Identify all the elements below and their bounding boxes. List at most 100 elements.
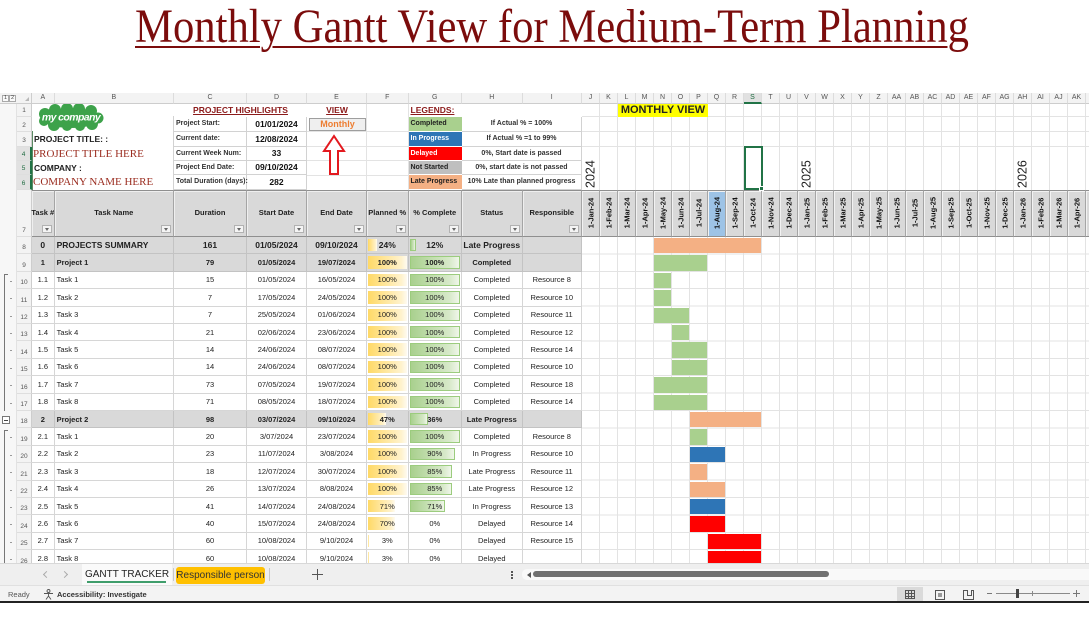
gantt-bar-late[interactable] (690, 481, 725, 497)
planned-cell[interactable]: 3% (367, 532, 409, 551)
complete-cell[interactable]: 100% (408, 324, 462, 342)
planned-cell[interactable]: 47% (367, 411, 409, 429)
column-header-o[interactable]: O (672, 93, 690, 104)
responsible-cell[interactable] (522, 411, 582, 429)
end-cell[interactable]: 30/07/2024 (307, 463, 367, 481)
column-header-p[interactable]: P (690, 93, 708, 104)
task-no-cell[interactable]: 1 (32, 254, 55, 272)
accessibility-status[interactable]: Accessibility: Investigate (57, 589, 147, 599)
row-header-24[interactable]: 24 (17, 515, 32, 533)
responsible-cell[interactable]: Resource 8 (522, 271, 582, 290)
planned-cell[interactable]: 100% (367, 445, 409, 464)
row-header-26[interactable]: 26 (17, 550, 32, 563)
column-header-ai[interactable]: AI (1032, 93, 1050, 104)
gantt-bar-late[interactable] (654, 238, 761, 254)
page-break-preview-button[interactable] (955, 587, 981, 602)
complete-cell[interactable]: 85% (408, 463, 462, 481)
gantt-bar-completed[interactable] (690, 429, 707, 445)
view-selector[interactable]: Monthly (309, 117, 366, 131)
gantt-bar-delayed[interactable] (708, 533, 761, 550)
highlight-value-project-start[interactable]: 01/01/2024 (247, 116, 307, 132)
planned-cell[interactable]: 100% (367, 341, 409, 359)
column-header-ad[interactable]: AD (942, 93, 960, 104)
task-no-cell[interactable]: 2.3 (32, 463, 55, 481)
status-cell[interactable]: Completed (462, 271, 523, 290)
end-cell[interactable]: 08/07/2024 (307, 341, 367, 359)
column-header-ae[interactable]: AE (960, 93, 978, 104)
company-value[interactable]: COMPANY NAME HERE (33, 176, 154, 189)
complete-cell[interactable]: 90% (408, 445, 462, 464)
duration-cell[interactable]: 71 (174, 393, 247, 411)
filter-dropdown-button[interactable] (395, 225, 406, 233)
planned-cell[interactable]: 100% (367, 393, 409, 411)
status-cell[interactable]: Delayed (462, 550, 523, 563)
status-cell[interactable]: Completed (462, 289, 523, 307)
planned-cell[interactable]: 3% (367, 550, 409, 563)
sheet-tab-gantt-tracker[interactable]: GANTT TRACKER (82, 564, 172, 585)
header-planned[interactable]: Planned % (367, 189, 409, 237)
end-cell[interactable]: 9/10/2024 (307, 550, 367, 563)
header-start[interactable]: Start Date (247, 189, 307, 237)
task-no-cell[interactable]: 1.2 (32, 289, 55, 307)
horizontal-scroll-thumb[interactable] (533, 571, 829, 577)
name-cell[interactable]: Task 8 (54, 393, 174, 411)
row-header-1[interactable]: 1 (17, 104, 32, 117)
responsible-cell[interactable]: Resource 11 (522, 306, 582, 324)
filter-dropdown-button[interactable] (449, 225, 459, 233)
name-cell[interactable]: Task 5 (54, 498, 174, 516)
planned-cell[interactable]: 100% (367, 480, 409, 498)
column-header-z[interactable]: Z (870, 93, 888, 104)
end-cell[interactable]: 09/10/2024 (307, 411, 367, 429)
responsible-cell[interactable]: Resource 12 (522, 324, 582, 342)
outline-group-bracket[interactable] (4, 273, 8, 411)
outline-level-1-button[interactable]: 1 (2, 95, 9, 102)
status-cell[interactable]: Late Progress (462, 411, 523, 429)
column-header-c[interactable]: C (174, 93, 247, 104)
end-cell[interactable]: 08/07/2024 (307, 358, 367, 377)
name-cell[interactable]: Task 4 (54, 480, 174, 498)
row-header-17[interactable]: 17 (17, 393, 32, 411)
column-header-y[interactable]: Y (852, 93, 870, 104)
column-header-v[interactable]: V (798, 93, 816, 104)
status-cell[interactable]: In Progress (462, 445, 523, 464)
column-header-q[interactable]: Q (708, 93, 726, 104)
status-cell[interactable]: Completed (462, 428, 523, 446)
duration-cell[interactable]: 7 (174, 306, 247, 324)
name-cell[interactable]: Project 2 (54, 411, 174, 429)
start-cell[interactable]: 10/08/2024 (247, 532, 307, 551)
complete-cell[interactable]: 100% (408, 428, 462, 446)
end-cell[interactable]: 01/06/2024 (307, 306, 367, 324)
column-header-n[interactable]: N (654, 93, 672, 104)
start-cell[interactable]: 12/07/2024 (247, 463, 307, 481)
row-header-22[interactable]: 22 (17, 480, 32, 498)
column-header-f[interactable]: F (367, 93, 409, 104)
duration-cell[interactable]: 15 (174, 271, 247, 290)
planned-cell[interactable]: 100% (367, 324, 409, 342)
task-no-cell[interactable]: 0 (32, 237, 55, 255)
selected-cell-range[interactable] (744, 146, 764, 191)
gantt-bar-delayed[interactable] (690, 516, 725, 532)
responsible-cell[interactable]: Resource 15 (522, 532, 582, 551)
duration-cell[interactable]: 41 (174, 498, 247, 516)
complete-cell[interactable]: 0% (408, 550, 462, 563)
row-header-2[interactable]: 2 (17, 116, 32, 132)
name-cell[interactable]: Task 3 (54, 306, 174, 324)
row-header-12[interactable]: 12 (17, 306, 32, 324)
gantt-bar-completed[interactable] (672, 342, 707, 358)
duration-cell[interactable]: 18 (174, 463, 247, 481)
row-header-19[interactable]: 19 (17, 428, 32, 446)
header-name[interactable]: Task Name (54, 189, 174, 237)
column-header-ac[interactable]: AC (924, 93, 942, 104)
column-header-ab[interactable]: AB (906, 93, 924, 104)
complete-cell[interactable]: 36% (408, 411, 462, 429)
planned-cell[interactable]: 71% (367, 498, 409, 516)
gantt-bar-completed[interactable] (654, 290, 671, 306)
name-cell[interactable]: Task 5 (54, 341, 174, 359)
complete-cell[interactable]: 0% (408, 515, 462, 533)
name-cell[interactable]: Project 1 (54, 254, 174, 272)
chevron-right-icon[interactable] (60, 570, 69, 579)
highlight-value-current-date[interactable]: 12/08/2024 (247, 131, 307, 147)
planned-cell[interactable]: 70% (367, 515, 409, 533)
column-header-a[interactable]: A (32, 93, 55, 104)
filter-dropdown-button[interactable] (160, 225, 171, 233)
